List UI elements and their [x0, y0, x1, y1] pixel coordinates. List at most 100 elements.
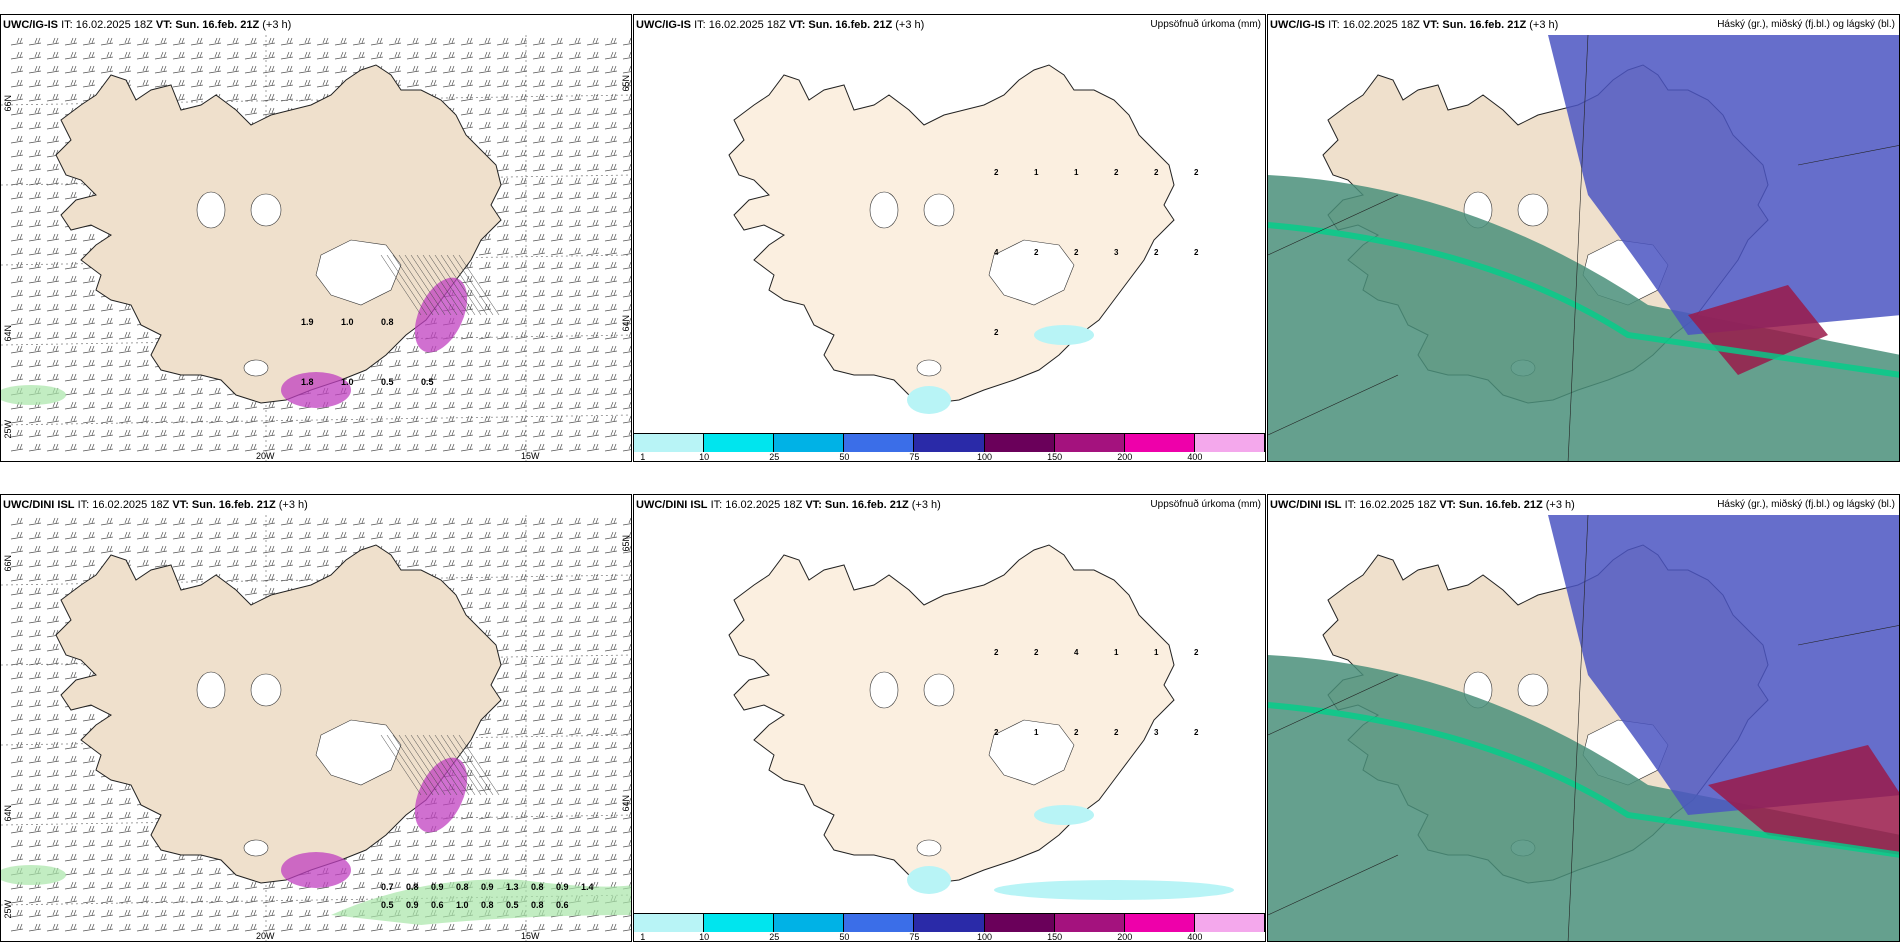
wind-barb [460, 359, 474, 368]
wind-barb [568, 51, 582, 60]
wind-barb [550, 51, 564, 60]
precip-area [331, 879, 631, 925]
wind-barb [550, 601, 564, 610]
wind-barb [424, 443, 438, 452]
wind-barb [298, 909, 312, 918]
wind-barb [532, 517, 546, 526]
wind-barb [568, 387, 582, 396]
wind-barb [10, 107, 24, 116]
lon-label-20w: 20W [256, 931, 275, 941]
wind-barb [370, 429, 384, 438]
mid-cloud-area [1548, 515, 1899, 815]
wind-barb [208, 545, 222, 554]
wind-barb [586, 797, 600, 806]
wind-barb [370, 531, 384, 540]
colorbar-swatch [704, 914, 775, 932]
wind-barb [514, 415, 528, 424]
wind-barb [496, 93, 510, 102]
wind-barb [604, 811, 618, 820]
wind-barb [514, 699, 528, 708]
wind-barb [622, 615, 631, 624]
wind-barb [82, 867, 96, 876]
wind-barb [46, 37, 60, 46]
valid-time: VT: Sun. 16.feb. 21Z [805, 499, 909, 511]
precip-panel-bottom: UWC/DINI ISL IT: 16.02.2025 18Z VT: Sun.… [633, 494, 1266, 942]
model-name: UWC/DINI ISL [3, 499, 75, 511]
wind-barb [100, 331, 114, 340]
wind-barb [82, 37, 96, 46]
wind-barb [424, 79, 438, 88]
lat-label-64n: 64N [3, 325, 13, 342]
wind-barb [604, 415, 618, 424]
precip-area [1034, 325, 1094, 345]
wind-barb [406, 429, 420, 438]
wind-barb [496, 853, 510, 862]
wind-barb [10, 755, 24, 764]
wind-barb [28, 359, 42, 368]
wind-barb [568, 37, 582, 46]
wind-barb [262, 531, 276, 540]
wind-barb [496, 191, 510, 200]
wind-barb [82, 559, 96, 568]
wind-barb [568, 531, 582, 540]
wind-barb [46, 895, 60, 904]
colorbar-swatch [1054, 914, 1125, 932]
wind-barb [604, 545, 618, 554]
wind-barb [118, 37, 132, 46]
wind-barb [622, 741, 631, 750]
wind-barb [550, 923, 564, 932]
wind-barb [46, 79, 60, 88]
wind-barb [460, 93, 474, 102]
wind-barb [460, 797, 474, 806]
glacier-myrdalsjokull [916, 359, 942, 377]
wind-barb [604, 205, 618, 214]
wind-barb [604, 401, 618, 410]
wind-barb [460, 79, 474, 88]
wind-barb [622, 783, 631, 792]
wind-barb [514, 685, 528, 694]
precip-amount-label: 1 [1074, 168, 1079, 177]
wind-barb [226, 909, 240, 918]
precip-value-label: 0.5 [381, 377, 394, 387]
wind-barb [622, 811, 631, 820]
wind-barb [550, 657, 564, 666]
wind-barb [550, 135, 564, 144]
wind-barb [46, 783, 60, 792]
wind-barb [532, 587, 546, 596]
wind-barb [496, 825, 510, 834]
wind-barb [514, 191, 528, 200]
colorbar-swatch [774, 914, 845, 932]
wind-barb [28, 443, 42, 452]
wind-barb [370, 373, 384, 382]
wind-barb [604, 657, 618, 666]
wind-barb [190, 429, 204, 438]
wind-barb [586, 531, 600, 540]
wind-barb [64, 769, 78, 778]
wind-barb [442, 559, 456, 568]
wind-barb [622, 135, 631, 144]
wind-barb [370, 387, 384, 396]
wind-barb [622, 93, 631, 102]
wind-barb [622, 755, 631, 764]
wind-barb [136, 373, 150, 382]
wind-barb [550, 559, 564, 568]
wind-barb [244, 909, 258, 918]
wind-barb [532, 713, 546, 722]
wind-barb [442, 545, 456, 554]
hatch-line [416, 254, 458, 316]
wind-barb [604, 261, 618, 270]
wind-barb [568, 825, 582, 834]
wind-barb [244, 93, 258, 102]
wind-barb [100, 545, 114, 554]
wind-barb [604, 615, 618, 624]
wind-barb [604, 587, 618, 596]
wind-barb [244, 429, 258, 438]
wind-barb [550, 629, 564, 638]
wind-barb [568, 107, 582, 116]
precip-value-label: 0.8 [481, 900, 494, 910]
wind-barb [10, 177, 24, 186]
panel-header: UWC/DINI ISL IT: 16.02.2025 18Z VT: Sun.… [1270, 497, 1895, 513]
wind-barb [352, 37, 366, 46]
wind-barb [82, 755, 96, 764]
wind-barb [118, 531, 132, 540]
